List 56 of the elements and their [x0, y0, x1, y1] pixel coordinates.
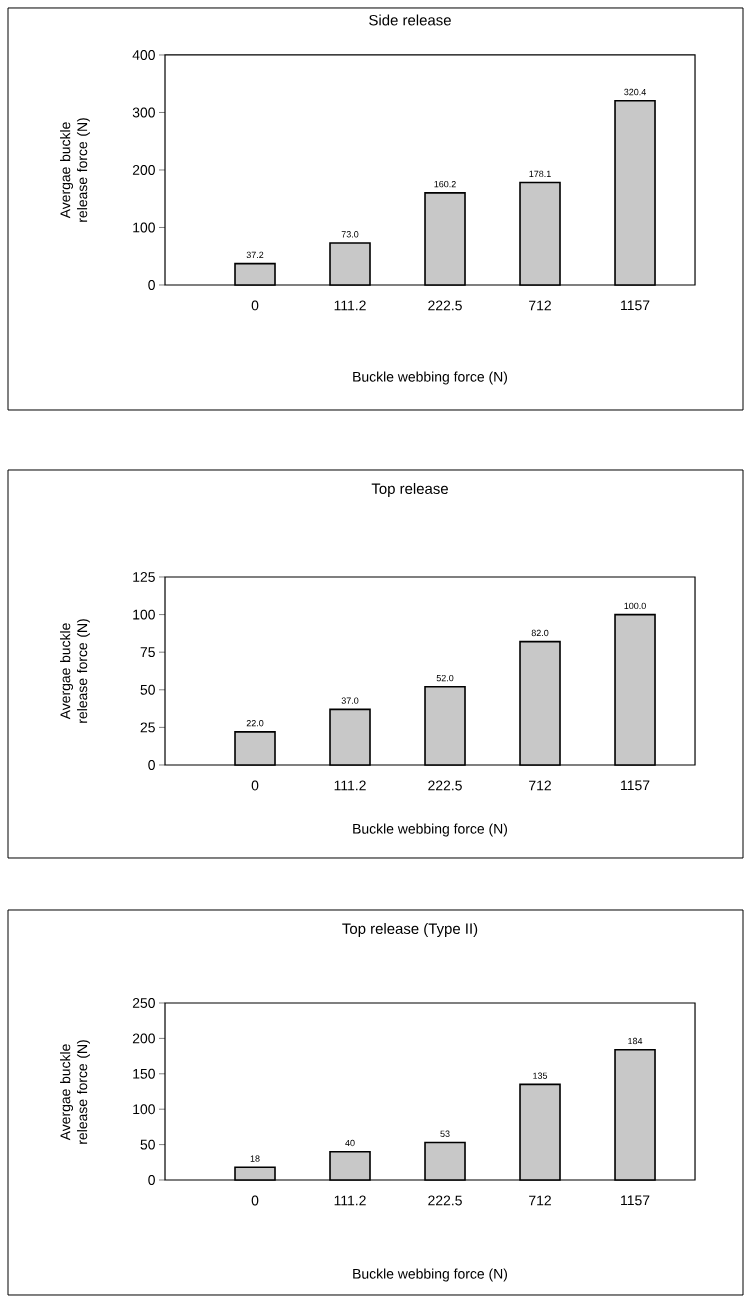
x-tick-label: 111.2	[334, 780, 366, 791]
y-tick-label: 0	[148, 760, 155, 770]
y-tick-label: 100	[133, 222, 155, 233]
x-tick-label: 0	[251, 780, 259, 791]
y-tick-label: 200	[132, 1033, 155, 1044]
y-axis-title: Avergae buckle release force (N)	[60, 118, 90, 222]
y-tick-label: 75	[140, 647, 155, 658]
y-tick-label: 0	[148, 280, 155, 290]
data-label: 18	[250, 1155, 260, 1162]
x-tick-label: 222.5	[428, 780, 462, 791]
data-label: 178.1	[529, 170, 551, 178]
chart-title: Side release	[369, 14, 451, 26]
chart-title: Top release	[371, 483, 448, 497]
data-label: 22.0	[246, 720, 264, 727]
x-tick-label: 1157	[621, 300, 650, 311]
x-tick-label: 712	[529, 780, 551, 791]
y-tick-label: 25	[140, 722, 155, 733]
x-axis-title: Buckle webbing force (N)	[353, 823, 508, 837]
data-label: 82.0	[531, 629, 549, 637]
y-tick-label: 100	[133, 609, 155, 620]
y-tick-label: 200	[132, 165, 155, 175]
x-tick-label: 0	[251, 300, 259, 311]
x-tick-label: 222.5	[428, 300, 462, 311]
y-axis-title: Avergae buckle release force (N)	[60, 619, 90, 723]
data-label: 52.0	[436, 674, 454, 682]
y-tick-label: 50	[140, 684, 155, 695]
data-label: 100.0	[624, 602, 646, 610]
chart-title: Top release (Type II)	[342, 923, 478, 937]
x-tick-label: 111.2	[334, 1195, 366, 1206]
x-tick-label: 0	[251, 1195, 259, 1206]
data-label: 40	[345, 1139, 355, 1147]
y-tick-label: 125	[133, 572, 155, 582]
x-tick-label: 1157	[621, 1195, 650, 1206]
y-tick-label: 300	[132, 107, 155, 118]
y-tick-label: 150	[133, 1068, 155, 1079]
y-tick-label: 100	[133, 1104, 155, 1115]
data-label: 320.4	[624, 88, 646, 96]
data-label: 53	[440, 1130, 450, 1137]
data-label: 37.0	[341, 697, 359, 704]
x-axis-title: Buckle webbing force (N)	[353, 1268, 508, 1282]
y-tick-label: 50	[140, 1139, 155, 1150]
y-tick-label: 400	[132, 50, 155, 60]
x-tick-label: 712	[529, 1195, 551, 1206]
x-axis-title: Buckle webbing force (N)	[353, 371, 508, 385]
data-label: 160.2	[434, 180, 456, 188]
x-tick-label: 222.5	[428, 1195, 462, 1206]
y-tick-label: 250	[132, 998, 155, 1008]
x-tick-label: 111.2	[334, 300, 366, 311]
x-tick-label: 712	[529, 300, 551, 311]
data-label: 37.2	[246, 251, 264, 259]
data-label: 73.0	[341, 231, 359, 238]
y-tick-label: 0	[148, 1175, 155, 1185]
x-tick-label: 1157	[621, 780, 650, 791]
data-label: 184	[628, 1037, 643, 1045]
y-axis-title: Avergae buckle release force (N)	[60, 1040, 90, 1144]
data-label: 135	[533, 1072, 548, 1079]
